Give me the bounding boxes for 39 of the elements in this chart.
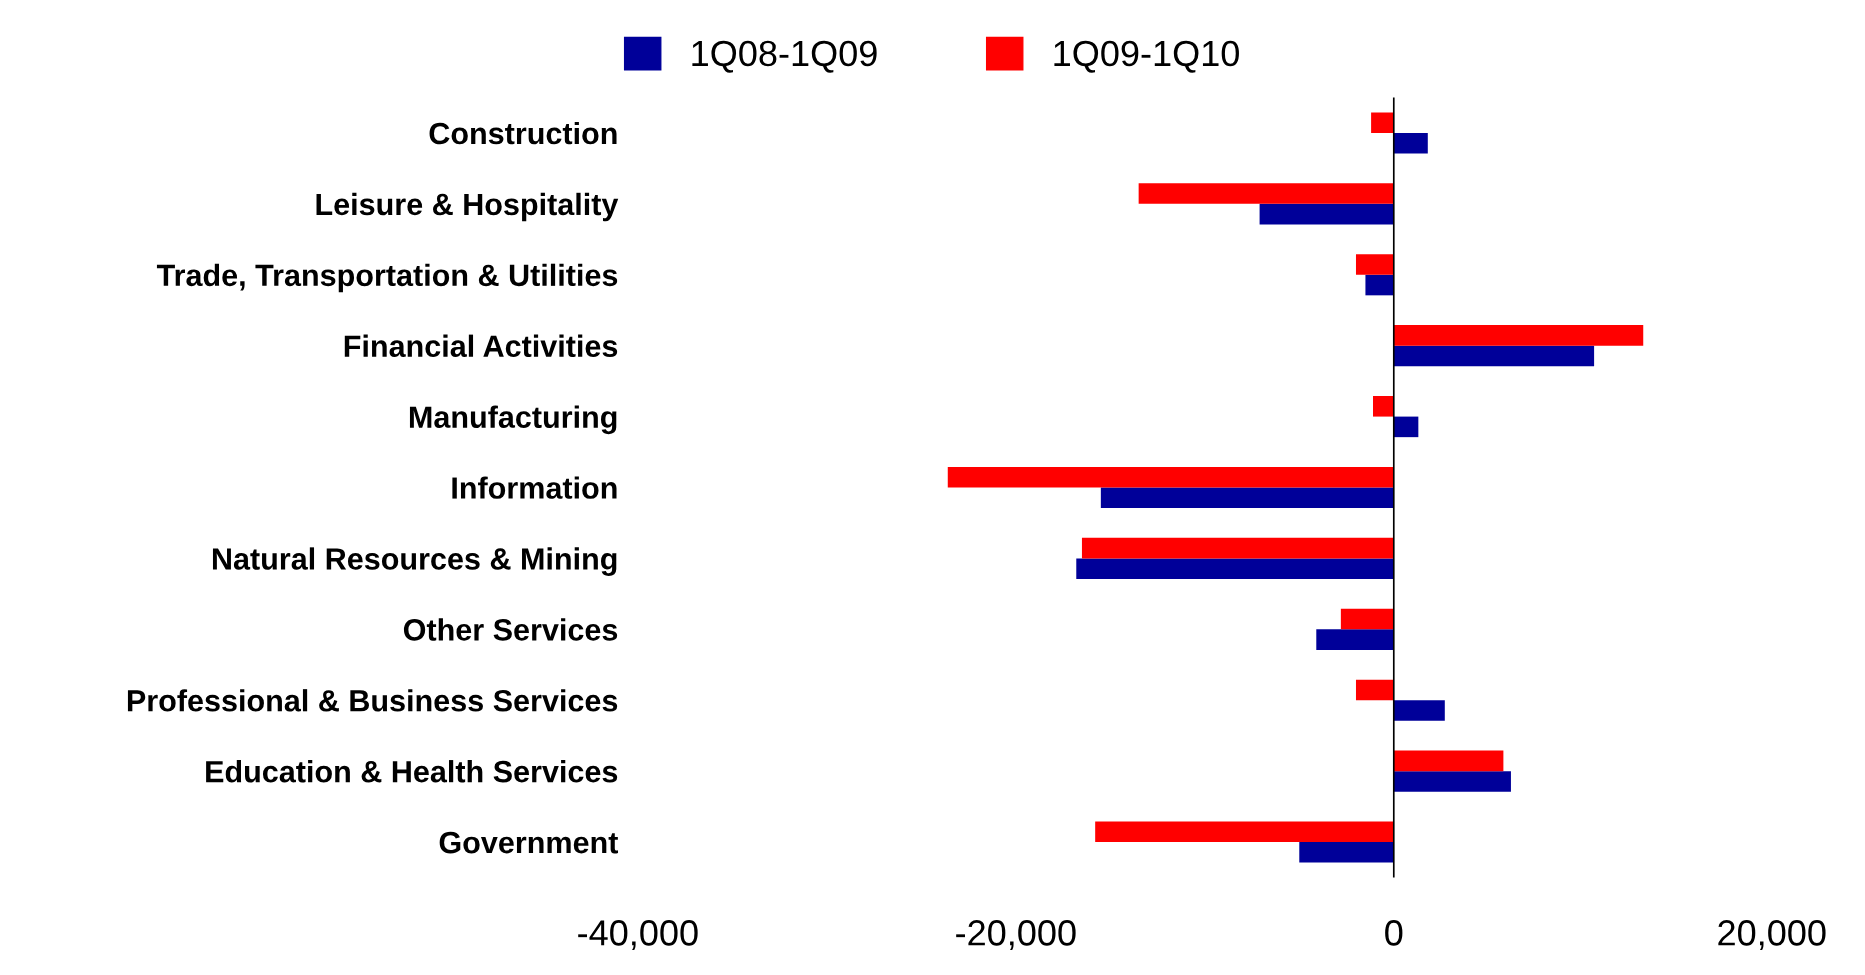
bar (1076, 558, 1394, 579)
legend-label: 1Q08-1Q09 (692, 40, 877, 73)
x-tick-label: -20,000 (956, 920, 1076, 950)
y-tick-label: Manufacturing (409, 405, 617, 435)
bar (1393, 132, 1428, 154)
bar (947, 466, 1394, 488)
y-tick-label: Construction (429, 121, 617, 145)
bar (1365, 274, 1394, 296)
bar (1095, 821, 1394, 843)
bar (1393, 771, 1511, 792)
bar (1393, 416, 1419, 438)
bar (1316, 629, 1394, 650)
y-tick-label: Financial Activities (344, 334, 618, 358)
y-tick-label: Natural Resources & Mining (212, 547, 617, 576)
bar (1081, 537, 1394, 559)
bar (1371, 112, 1394, 133)
y-tick-label: Trade, Transportation & Utilities (156, 263, 618, 293)
bar (1393, 325, 1644, 346)
y-tick-label: Education & Health Services (206, 760, 618, 783)
legend-label: 1Q09-1Q10 (1054, 40, 1239, 73)
y-tick-label: Professional & Business Services (127, 689, 618, 712)
bar (1372, 396, 1394, 417)
bar (1340, 608, 1394, 630)
x-tick-label: -40,000 (578, 920, 698, 950)
bar (1299, 842, 1394, 863)
y-tick-label: Leisure & Hospitality (316, 192, 619, 222)
bar (1393, 750, 1504, 772)
y-tick-label: Information (452, 476, 617, 499)
bar (1393, 700, 1445, 721)
bar (1259, 203, 1394, 225)
bar (1138, 183, 1394, 204)
bar (1355, 679, 1394, 701)
bar (1100, 487, 1394, 509)
bar (1355, 254, 1394, 275)
x-tick-label: 20,000 (1718, 920, 1826, 950)
bar (1393, 345, 1595, 367)
y-tick-label: Government (439, 831, 619, 854)
y-tick-label: Other Services (403, 618, 618, 641)
x-tick-label: 0 (1385, 920, 1403, 946)
